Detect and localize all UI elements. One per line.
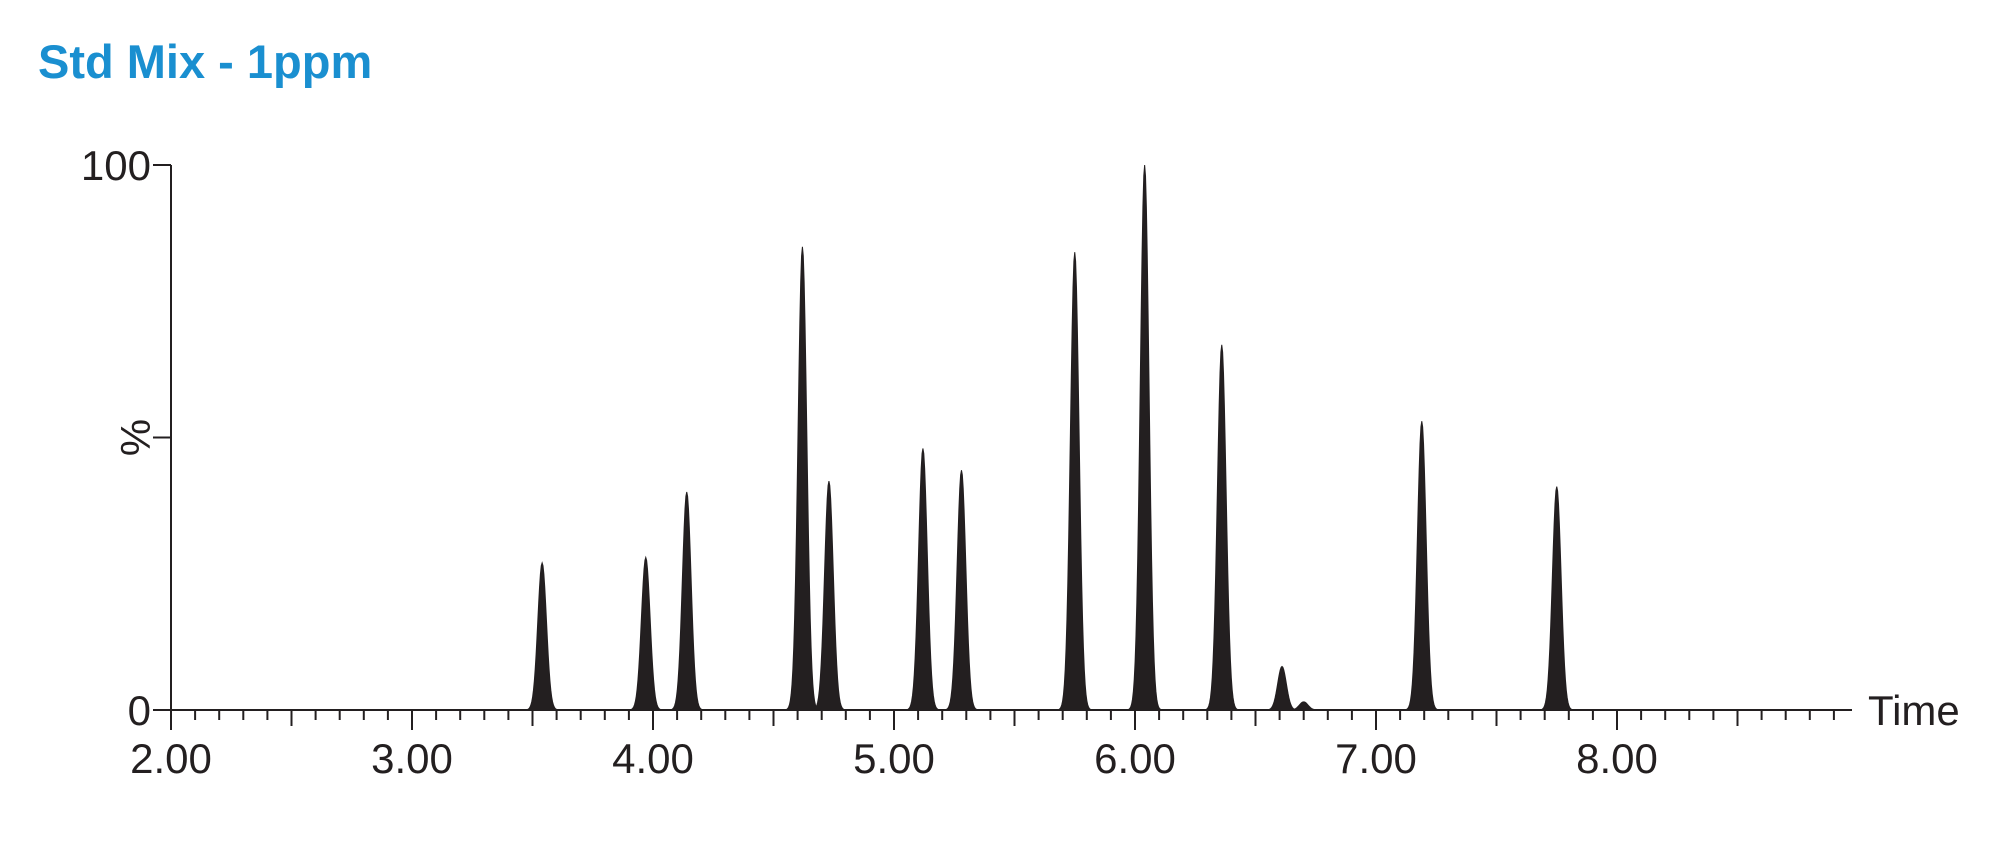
x-tick-label: 3.00 — [371, 735, 453, 782]
peak-3 — [668, 491, 705, 711]
peak-2 — [627, 555, 664, 711]
peak-11 — [1264, 665, 1300, 711]
x-ticks: 2.00 3.00 4.00 5.00 6.00 7.00 8.00 — [130, 710, 1835, 782]
page-title: Std Mix - 1ppm — [38, 35, 373, 88]
peak-14 — [1538, 486, 1575, 711]
peak-9 — [1126, 164, 1163, 711]
peak-1 — [524, 561, 560, 711]
peak-4 — [784, 246, 821, 711]
x-tick-label: 4.00 — [612, 735, 694, 782]
x-tick-label: 8.00 — [1576, 735, 1658, 782]
peak-6 — [905, 448, 941, 711]
peak-7 — [943, 470, 980, 711]
y-tick-label: 100 — [81, 142, 151, 189]
peak-8 — [1056, 252, 1093, 711]
y-ticks: 0 100 — [81, 142, 171, 734]
y-axis-title: % — [112, 419, 159, 456]
peak-10 — [1203, 344, 1240, 711]
x-axis-title: Time — [1868, 687, 1960, 734]
x-tick-label: 6.00 — [1094, 735, 1176, 782]
x-tick-label: 2.00 — [130, 735, 212, 782]
x-tick-label: 5.00 — [853, 735, 935, 782]
peak-13 — [1403, 421, 1440, 711]
y-tick-label: 0 — [128, 687, 151, 734]
peaks-layer — [524, 164, 1575, 711]
x-tick-label: 7.00 — [1335, 735, 1417, 782]
peak-5 — [811, 481, 847, 711]
